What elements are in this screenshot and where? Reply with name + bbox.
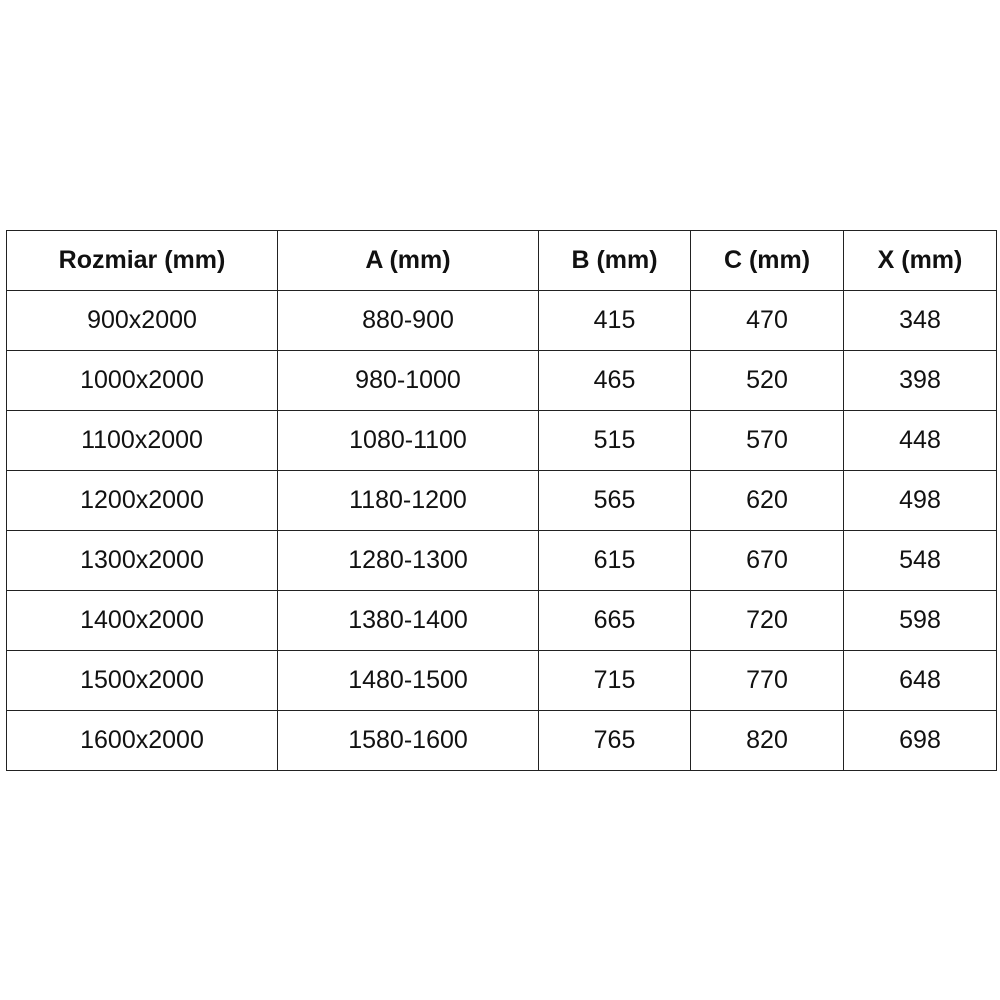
table-row: 1200x2000 1180-1200 565 620 498 xyxy=(6,470,997,531)
table-cell: 1280-1300 xyxy=(277,530,539,591)
table-cell: 448 xyxy=(843,410,997,471)
column-header: Rozmiar (mm) xyxy=(6,230,278,291)
table-cell: 470 xyxy=(690,290,844,351)
table-cell: 1200x2000 xyxy=(6,470,278,531)
table-cell: 880-900 xyxy=(277,290,539,351)
table-row: 1300x2000 1280-1300 615 670 548 xyxy=(6,530,997,591)
table-cell: 598 xyxy=(843,590,997,651)
table-cell: 648 xyxy=(843,650,997,711)
dimensions-table: Rozmiar (mm) A (mm) B (mm) C (mm) X (mm) 900… xyxy=(6,230,997,771)
table-cell: 715 xyxy=(538,650,691,711)
table-cell: 980-1000 xyxy=(277,350,539,411)
table-cell: 670 xyxy=(690,530,844,591)
table-cell: 1100x2000 xyxy=(6,410,278,471)
table-row: 1600x2000 1580-1600 765 820 698 xyxy=(6,710,997,771)
table-cell: 415 xyxy=(538,290,691,351)
table-cell: 615 xyxy=(538,530,691,591)
table-cell: 720 xyxy=(690,590,844,651)
table-cell: 770 xyxy=(690,650,844,711)
table-cell: 1580-1600 xyxy=(277,710,539,771)
table-row: 1400x2000 1380-1400 665 720 598 xyxy=(6,590,997,651)
table-cell: 1600x2000 xyxy=(6,710,278,771)
table-row: 900x2000 880-900 415 470 348 xyxy=(6,290,997,351)
table-cell: 1380-1400 xyxy=(277,590,539,651)
table-cell: 765 xyxy=(538,710,691,771)
table-cell: 620 xyxy=(690,470,844,531)
table-cell: 565 xyxy=(538,470,691,531)
table-cell: 548 xyxy=(843,530,997,591)
column-header: A (mm) xyxy=(277,230,539,291)
table-cell: 698 xyxy=(843,710,997,771)
table-cell: 515 xyxy=(538,410,691,471)
table-row: 1000x2000 980-1000 465 520 398 xyxy=(6,350,997,411)
column-header: C (mm) xyxy=(690,230,844,291)
table-cell: 1080-1100 xyxy=(277,410,539,471)
table-cell: 900x2000 xyxy=(6,290,278,351)
table-cell: 520 xyxy=(690,350,844,411)
table-cell: 1500x2000 xyxy=(6,650,278,711)
table-cell: 570 xyxy=(690,410,844,471)
table-row: 1100x2000 1080-1100 515 570 448 xyxy=(6,410,997,471)
table-cell: 498 xyxy=(843,470,997,531)
table-row: 1500x2000 1480-1500 715 770 648 xyxy=(6,650,997,711)
header-row: Rozmiar (mm) A (mm) B (mm) C (mm) X (mm) xyxy=(6,230,997,291)
table-cell: 1180-1200 xyxy=(277,470,539,531)
table-cell: 1480-1500 xyxy=(277,650,539,711)
table-cell: 665 xyxy=(538,590,691,651)
column-header: B (mm) xyxy=(538,230,691,291)
table-cell: 1300x2000 xyxy=(6,530,278,591)
table-cell: 348 xyxy=(843,290,997,351)
table-cell: 1000x2000 xyxy=(6,350,278,411)
table-cell: 820 xyxy=(690,710,844,771)
table-cell: 1400x2000 xyxy=(6,590,278,651)
table-cell: 398 xyxy=(843,350,997,411)
table-cell: 465 xyxy=(538,350,691,411)
column-header: X (mm) xyxy=(843,230,997,291)
